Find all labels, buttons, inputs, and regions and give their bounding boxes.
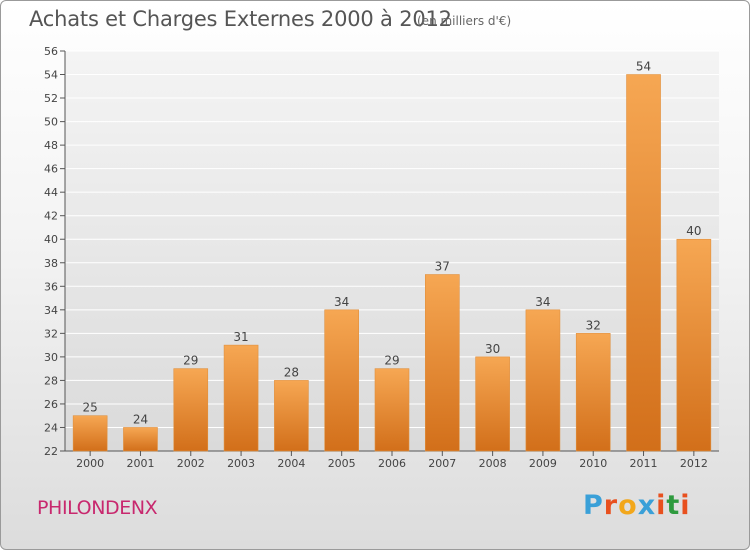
data-label: 29 (384, 354, 399, 368)
x-tick-label: 2003 (227, 457, 255, 470)
y-tick-label: 56 (44, 45, 58, 58)
bar (626, 74, 661, 452)
logo-letter: P (583, 490, 604, 521)
y-tick-label: 26 (44, 398, 58, 411)
y-tick-label: 32 (44, 327, 58, 340)
logo-letter: r (603, 490, 619, 521)
y-tick-label: 40 (44, 233, 58, 246)
commune-name: PHILONDENX (37, 497, 158, 519)
y-tick-label: 28 (44, 374, 58, 387)
data-label: 34 (535, 295, 550, 309)
y-tick-label: 30 (44, 351, 58, 364)
y-tick-label: 46 (44, 163, 58, 176)
bar (324, 309, 359, 452)
x-tick-label: 2004 (277, 457, 305, 470)
data-label: 29 (183, 354, 198, 368)
bar (274, 380, 309, 452)
chart-subtitle: (en milliers d'€) (417, 14, 512, 28)
data-label: 30 (485, 342, 500, 356)
x-tick-label: 2000 (76, 457, 104, 470)
y-tick-label: 38 (44, 257, 58, 270)
y-tick-label: 50 (44, 116, 58, 129)
data-label: 37 (435, 260, 450, 274)
bar (374, 368, 410, 452)
bar (676, 238, 712, 452)
y-tick-label: 54 (44, 69, 58, 82)
y-tick-label: 48 (44, 139, 58, 152)
x-tick-label: 2009 (529, 457, 557, 470)
bar (575, 333, 611, 452)
logo-letter: o (618, 490, 638, 521)
bar (425, 274, 460, 452)
x-tick-label: 2001 (126, 457, 154, 470)
x-tick-label: 2011 (630, 457, 658, 470)
y-tick-label: 36 (44, 280, 58, 293)
data-label: 31 (233, 330, 248, 344)
data-label: 40 (686, 224, 701, 238)
logo-letter: i (680, 490, 691, 521)
bar (525, 309, 561, 452)
proxiti-logo: Proxiti (583, 490, 691, 521)
x-tick-label: 2012 (680, 457, 708, 470)
data-label: 24 (133, 412, 148, 426)
data-label: 28 (284, 365, 299, 379)
x-tick-label: 2008 (479, 457, 507, 470)
bar (72, 415, 108, 452)
y-tick-label: 42 (44, 210, 58, 223)
x-tick-label: 2006 (378, 457, 406, 470)
bar (223, 344, 259, 452)
x-tick-label: 2007 (428, 457, 456, 470)
bar (173, 368, 209, 452)
y-tick-label: 34 (44, 304, 58, 317)
data-label: 25 (83, 401, 98, 415)
data-label: 32 (586, 318, 601, 332)
chart-title: Achats et Charges Externes 2000 à 2012 (29, 7, 452, 31)
logo-letter: i (656, 490, 667, 521)
bar (123, 427, 158, 452)
data-label: 34 (334, 295, 349, 309)
y-tick-label: 52 (44, 92, 58, 105)
y-tick-label: 44 (44, 186, 58, 199)
logo-letter: t (666, 490, 681, 521)
logo-letter: x (637, 490, 657, 521)
y-tick-label: 22 (44, 445, 58, 458)
data-label: 54 (636, 60, 651, 74)
x-tick-label: 2002 (177, 457, 205, 470)
y-tick-label: 24 (44, 421, 58, 434)
x-tick-label: 2010 (579, 457, 607, 470)
bar (475, 356, 510, 452)
x-tick-label: 2005 (328, 457, 356, 470)
